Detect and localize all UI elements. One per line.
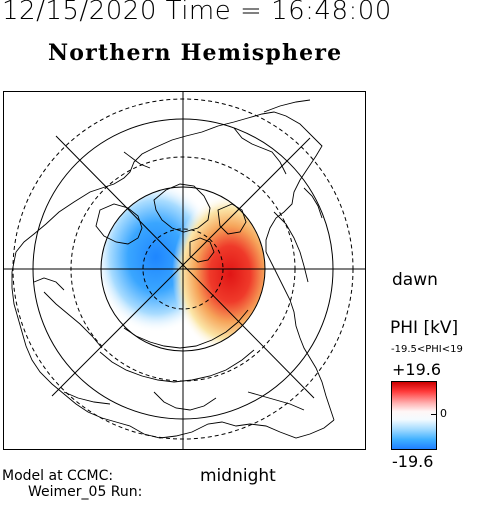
colorbar bbox=[391, 381, 437, 450]
polar-map-frame bbox=[3, 91, 366, 450]
credit-model: Model at CCMC: bbox=[2, 468, 114, 484]
credit-run: Weimer_05 Run: bbox=[28, 484, 143, 500]
dawn-label: dawn bbox=[392, 270, 438, 290]
colorbar-range-text: -19.5<PHI<19 bbox=[391, 344, 463, 355]
date-time-header: 12/15/2020 Time = 16:48:00 bbox=[2, 0, 392, 26]
colorbar-max-label: +19.6 bbox=[392, 360, 442, 379]
hemisphere-title: Northern Hemisphere bbox=[48, 40, 343, 66]
colorbar-zero-label: 0 bbox=[440, 407, 447, 420]
midnight-label: midnight bbox=[200, 466, 276, 486]
meridian-grid bbox=[4, 92, 365, 449]
polar-map bbox=[4, 92, 365, 449]
colorbar-zero-tick bbox=[431, 414, 437, 415]
colorbar-min-label: -19.6 bbox=[392, 452, 434, 471]
colorbar-title: PHI [kV] bbox=[390, 318, 459, 338]
